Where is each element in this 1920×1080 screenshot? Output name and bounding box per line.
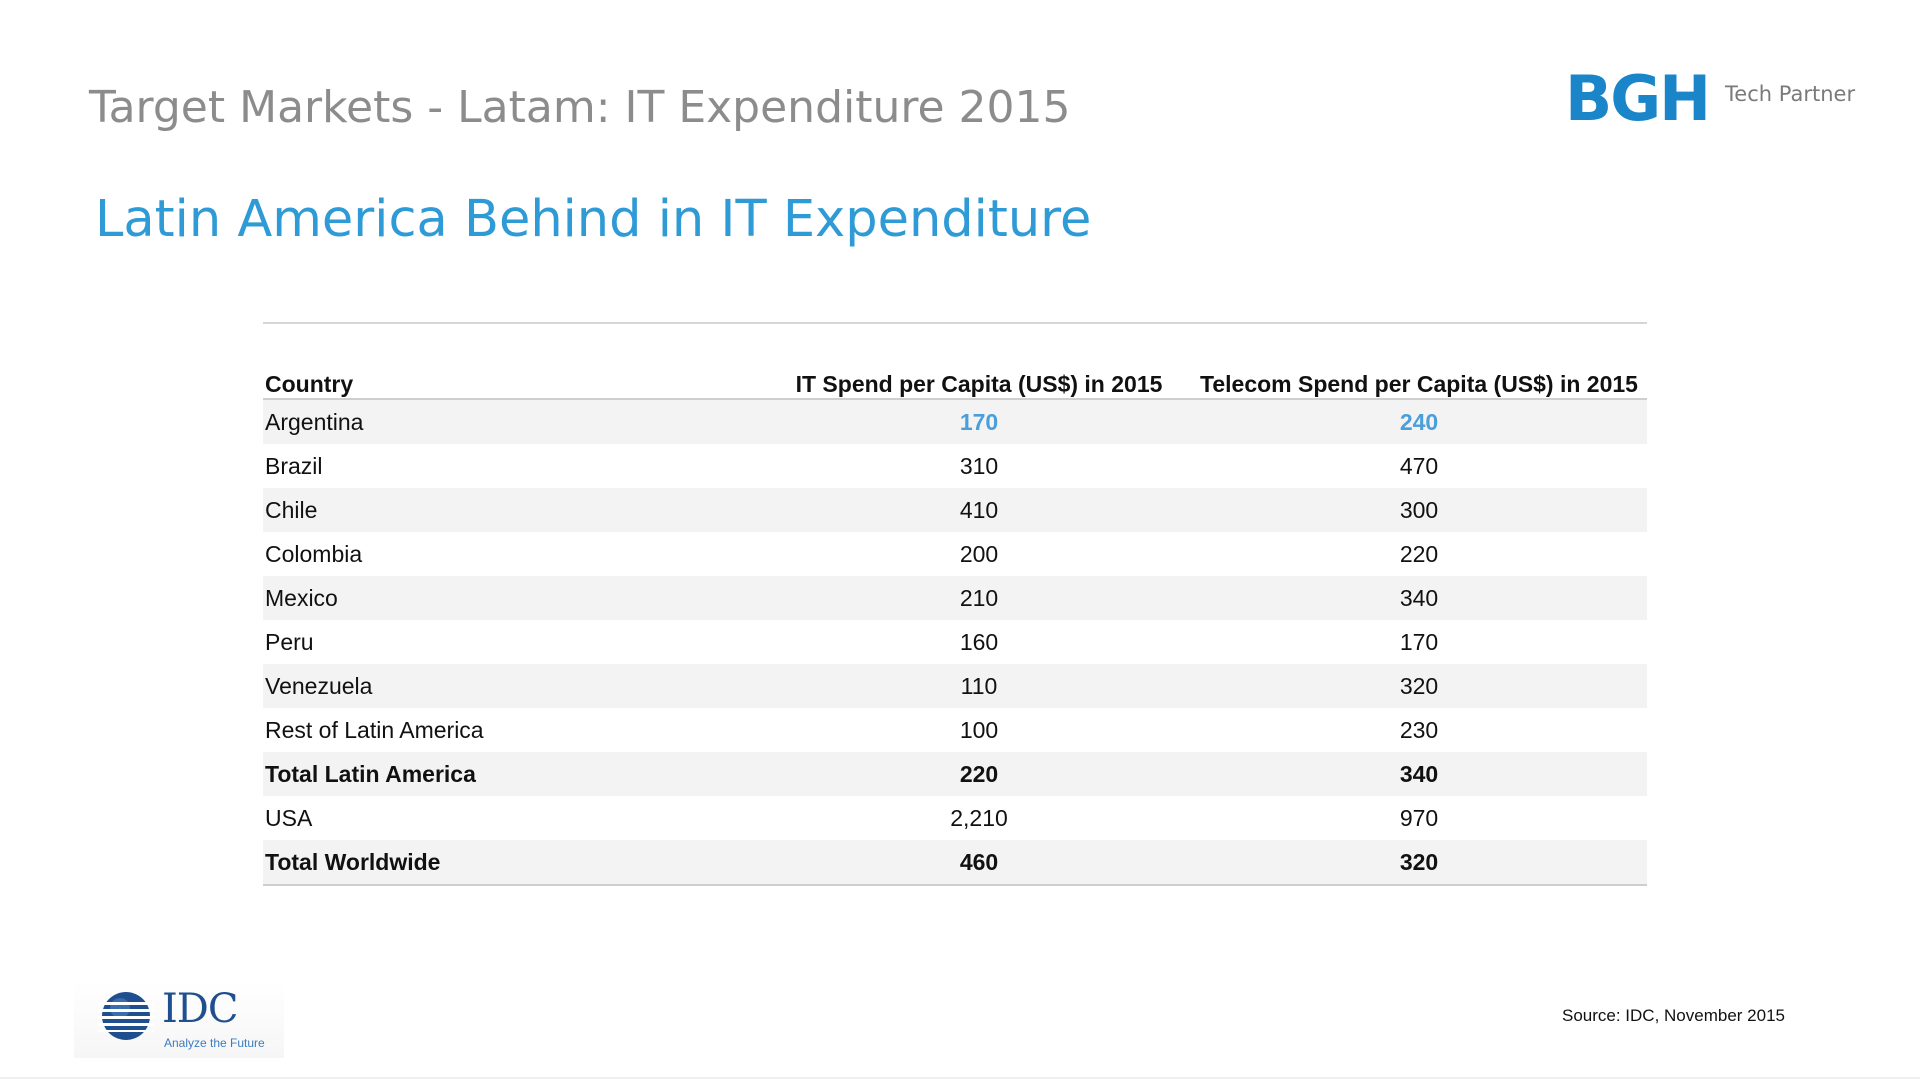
it-spend-cell: 2,210	[950, 804, 1008, 831]
telecom-spend-cell: 220	[1399, 540, 1439, 567]
telecom-spend-cell: 240	[1399, 408, 1439, 435]
country-cell: Venezuela	[265, 672, 373, 699]
table-row: USA 2,210 970	[263, 796, 1647, 840]
telecom-spend-cell: 340	[1399, 584, 1439, 611]
globe-icon	[98, 992, 154, 1040]
idc-logo-name: IDC	[162, 986, 238, 1032]
it-spend-cell: 220	[959, 760, 999, 787]
table-row: Brazil 310 470	[263, 444, 1647, 488]
table-row: Chile 410 300	[263, 488, 1647, 532]
telecom-spend-cell: 300	[1399, 496, 1439, 523]
country-cell: Brazil	[265, 452, 323, 479]
table-row: Mexico 210 340	[263, 576, 1647, 620]
header-telecom-spend: Telecom Spend per Capita (US$) in 2015	[1191, 364, 1647, 400]
table-header-row: Country IT Spend per Capita (US$) in 201…	[263, 364, 1647, 400]
table-row: Venezuela 110 320	[263, 664, 1647, 708]
table-row: Peru 160 170	[263, 620, 1647, 664]
telecom-spend-cell: 320	[1399, 672, 1439, 699]
it-spend-cell: 100	[959, 716, 999, 743]
country-cell: Total Latin America	[265, 760, 476, 787]
it-spend-cell: 210	[959, 584, 999, 611]
country-cell: USA	[265, 804, 313, 831]
slide-title: Target Markets - Latam: IT Expenditure 2…	[89, 82, 1071, 133]
telecom-spend-cell: 170	[1399, 628, 1439, 655]
table-row: Argentina 170 240	[263, 399, 1647, 444]
it-spend-cell: 410	[959, 496, 999, 523]
it-spend-cell: 460	[767, 840, 1191, 886]
telecom-spend-cell: 320	[1191, 840, 1647, 886]
telecom-spend-cell: 970	[1399, 804, 1439, 831]
table-row: Colombia 200 220	[263, 532, 1647, 576]
bgh-logo: BGH Tech Partner	[1565, 68, 1855, 130]
it-spend-cell: 310	[959, 452, 999, 479]
bgh-logo-tagline: Tech Partner	[1725, 82, 1856, 106]
country-cell: Total Worldwide	[263, 840, 767, 886]
telecom-spend-cell: 230	[1399, 716, 1439, 743]
table-row: Rest of Latin America 100 230	[263, 708, 1647, 752]
slide-headline: Latin America Behind in IT Expenditure	[95, 190, 1092, 249]
source-note: Source: IDC, November 2015	[1562, 1006, 1785, 1025]
bottom-divider	[0, 1077, 1920, 1079]
table-top-divider	[263, 322, 1647, 324]
header-country: Country	[263, 364, 767, 400]
telecom-spend-cell: 340	[1399, 760, 1439, 787]
country-cell: Rest of Latin America	[265, 716, 484, 743]
idc-logo: IDC Analyze the Future	[74, 980, 284, 1058]
header-it-spend: IT Spend per Capita (US$) in 2015	[767, 364, 1191, 400]
table-row-total: Total Worldwide 460 320	[263, 840, 1647, 886]
country-cell: Colombia	[265, 540, 363, 567]
country-cell: Mexico	[265, 584, 338, 611]
country-cell: Argentina	[265, 408, 364, 435]
it-spend-cell: 160	[959, 628, 999, 655]
table-row-total: Total Latin America 220 340	[263, 752, 1647, 796]
it-spend-cell: 200	[959, 540, 999, 567]
country-cell: Chile	[265, 496, 318, 523]
country-cell: Peru	[265, 628, 314, 655]
it-expenditure-table: Country IT Spend per Capita (US$) in 201…	[263, 364, 1647, 886]
idc-logo-tagline: Analyze the Future	[164, 1036, 265, 1050]
it-spend-cell: 170	[959, 408, 999, 435]
bgh-logo-mark: BGH	[1565, 62, 1711, 135]
telecom-spend-cell: 470	[1399, 452, 1439, 479]
it-spend-cell: 110	[960, 672, 998, 699]
